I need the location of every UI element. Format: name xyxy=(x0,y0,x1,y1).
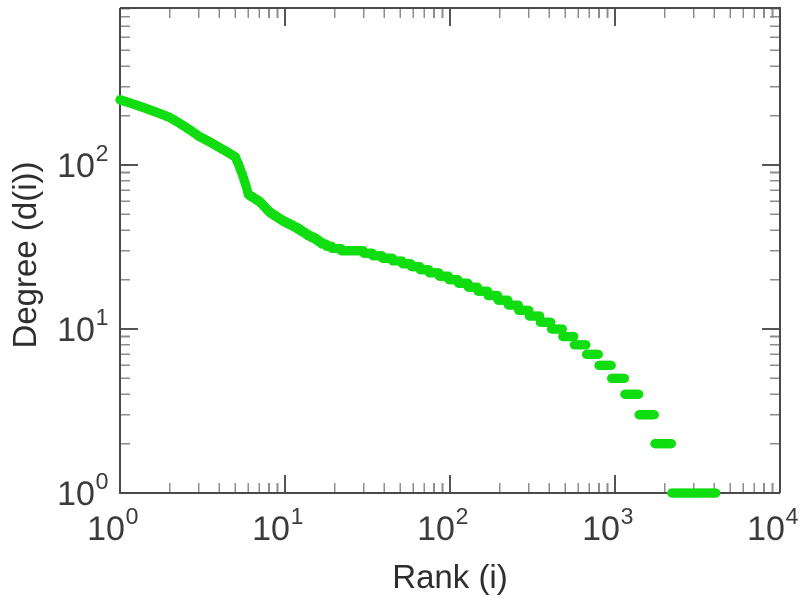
svg-text:Degree (d(i)): Degree (d(i)) xyxy=(6,161,43,348)
axis-ticks xyxy=(119,7,781,494)
data-series-degree xyxy=(115,95,721,498)
y-tick-label: 10 1 xyxy=(57,304,108,349)
x-tick-label: 10 4 xyxy=(747,503,799,548)
y-tick-label: 10 0 xyxy=(57,468,108,513)
plot-frame xyxy=(118,6,782,495)
svg-text:2: 2 xyxy=(96,140,109,166)
svg-text:10: 10 xyxy=(747,510,785,548)
svg-text:10: 10 xyxy=(87,510,125,548)
x-axis-title: Rank (i) xyxy=(392,558,508,595)
x-tick-label: 10 0 xyxy=(87,503,138,548)
svg-text:1: 1 xyxy=(291,503,304,529)
x-tick-label: 10 2 xyxy=(417,503,468,548)
svg-text:10: 10 xyxy=(582,510,620,548)
x-tick-label: 10 1 xyxy=(252,503,303,548)
svg-text:3: 3 xyxy=(621,503,634,529)
svg-text:0: 0 xyxy=(126,503,139,529)
y-axis-title: Degree (d(i)) xyxy=(6,161,43,348)
x-tick-label: 10 3 xyxy=(582,503,633,548)
svg-text:10: 10 xyxy=(57,311,95,349)
svg-text:4: 4 xyxy=(786,503,799,529)
svg-text:10: 10 xyxy=(57,147,95,185)
x-axis-tick-labels: 10 0 10 1 10 2 10 3 10 4 xyxy=(87,503,799,548)
svg-text:10: 10 xyxy=(417,510,455,548)
svg-text:2: 2 xyxy=(456,503,469,529)
svg-text:10: 10 xyxy=(57,475,95,513)
y-tick-label: 10 2 xyxy=(57,140,108,185)
svg-text:0: 0 xyxy=(96,468,109,494)
svg-text:1: 1 xyxy=(96,304,109,330)
svg-text:Rank (i): Rank (i) xyxy=(392,558,508,595)
svg-text:10: 10 xyxy=(252,510,290,548)
